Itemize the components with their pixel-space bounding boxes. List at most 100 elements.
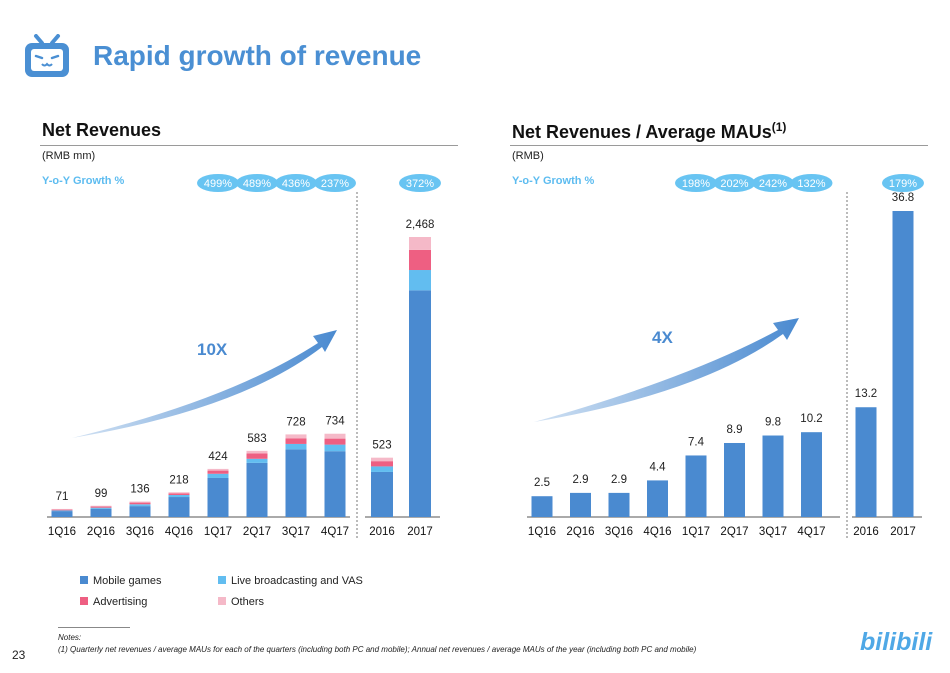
- left-title-rule: [40, 145, 458, 146]
- category-label: 3Q16: [126, 526, 154, 538]
- bar-segment: [371, 471, 393, 517]
- bar: [608, 492, 630, 517]
- bar: [724, 442, 745, 517]
- bar-segment: [246, 453, 268, 459]
- legend-label: Live broadcasting and VAS: [231, 575, 363, 587]
- yoy-bubble: [197, 174, 239, 192]
- yoy-bubble: [790, 174, 833, 192]
- yoy-label: 179%: [889, 178, 917, 190]
- bar-segment: [324, 433, 346, 439]
- category-label: 1Q16: [528, 526, 556, 538]
- left-yoy-label: Y-o-Y Growth %: [42, 175, 125, 187]
- legend-label: Advertising: [93, 596, 148, 608]
- category-label: 4Q16: [643, 526, 671, 538]
- bar-segment: [129, 502, 151, 505]
- bilibili-wordmark-logo: bilibili: [860, 628, 933, 656]
- yoy-label: 242%: [759, 178, 787, 190]
- bar-segment: [285, 443, 307, 450]
- bar-segment: [207, 468, 229, 471]
- data-label: 10.2: [800, 413, 822, 425]
- bar-segment: [246, 450, 268, 454]
- slide-title: Rapid growth of revenue: [93, 40, 422, 71]
- bar: [801, 432, 822, 517]
- footnotes: Notes: (1) Quarterly net revenues / aver…: [58, 632, 696, 656]
- bar-segment: [168, 497, 190, 517]
- legend-swatch: [218, 597, 226, 606]
- yoy-bubble: [314, 174, 356, 192]
- bar: [892, 211, 914, 517]
- net-revenues-title: Net Revenues: [42, 120, 162, 140]
- yoy-bubble: [675, 174, 717, 192]
- right-yoy-label: Y-o-Y Growth %: [512, 175, 595, 187]
- category-label: 4Q17: [797, 526, 825, 538]
- bar-segment: [129, 501, 151, 503]
- revenue-per-mau-title: Net Revenues / Average MAUs(1): [512, 120, 787, 142]
- yoy-label: 436%: [282, 178, 310, 190]
- bar-segment: [90, 505, 112, 507]
- data-label: 136: [130, 484, 149, 496]
- data-label: 2.5: [534, 477, 550, 489]
- bar-segment: [246, 462, 268, 517]
- data-label: 728: [286, 416, 305, 428]
- bar-segment: [129, 506, 151, 517]
- data-label: 523: [372, 440, 391, 452]
- category-label: 2017: [407, 526, 433, 538]
- category-label: 2Q17: [720, 526, 748, 538]
- page-number: 23: [12, 648, 26, 662]
- bar-segment: [51, 509, 73, 511]
- yoy-bubble: [713, 174, 756, 192]
- yoy-bubble: [399, 174, 441, 192]
- yoy-label: 198%: [682, 178, 710, 190]
- bar-segment: [129, 504, 151, 507]
- category-label: 3Q17: [282, 526, 310, 538]
- legend-swatch: [80, 576, 88, 585]
- bar-segment: [324, 444, 346, 452]
- data-label: 734: [325, 416, 345, 428]
- bar-segment: [409, 249, 431, 271]
- yoy-bubble: [236, 174, 278, 192]
- yoy-bubble: [882, 174, 924, 192]
- bar-segment: [207, 470, 229, 474]
- category-label: 4Q17: [321, 526, 349, 538]
- category-label: 2016: [853, 526, 879, 538]
- bar-segment: [51, 510, 73, 512]
- bar-segment: [168, 492, 190, 494]
- yoy-label: 499%: [204, 178, 232, 190]
- bar-segment: [168, 493, 190, 495]
- bar-segment: [285, 438, 307, 444]
- bar: [685, 455, 707, 517]
- bar-segment: [285, 449, 307, 517]
- yoy-bubble: [752, 174, 794, 192]
- data-label: 13.2: [855, 388, 877, 400]
- category-label: 2Q16: [566, 526, 594, 538]
- bar-segment: [371, 466, 393, 472]
- bar-segment: [90, 507, 112, 509]
- category-label: 1Q16: [48, 526, 76, 538]
- category-label: 3Q16: [605, 526, 633, 538]
- yoy-label: 372%: [406, 178, 434, 190]
- data-label: 424: [208, 451, 228, 463]
- bar: [531, 496, 553, 517]
- bar-segment: [324, 438, 346, 445]
- bar-segment: [371, 457, 393, 462]
- category-label: 3Q17: [759, 526, 787, 538]
- data-label: 7.4: [688, 436, 705, 448]
- bar-segment: [324, 451, 346, 517]
- legend-others: Others: [218, 596, 264, 608]
- bar-segment: [51, 511, 73, 517]
- legend-swatch: [80, 597, 88, 606]
- bar-segment: [168, 494, 190, 498]
- bar-segment: [207, 477, 229, 517]
- data-label: 9.8: [765, 417, 781, 429]
- bar: [855, 407, 877, 517]
- bar-segment: [371, 461, 393, 467]
- category-label: 2Q17: [243, 526, 271, 538]
- bar-segment: [51, 508, 73, 510]
- right-unit-label: (RMB): [512, 150, 544, 162]
- data-label: 218: [169, 474, 188, 486]
- category-label: 2016: [369, 526, 395, 538]
- yoy-label: 202%: [720, 178, 748, 190]
- legend-label: Others: [231, 596, 265, 608]
- category-label: 2017: [890, 526, 916, 538]
- notes-rule: [58, 627, 130, 628]
